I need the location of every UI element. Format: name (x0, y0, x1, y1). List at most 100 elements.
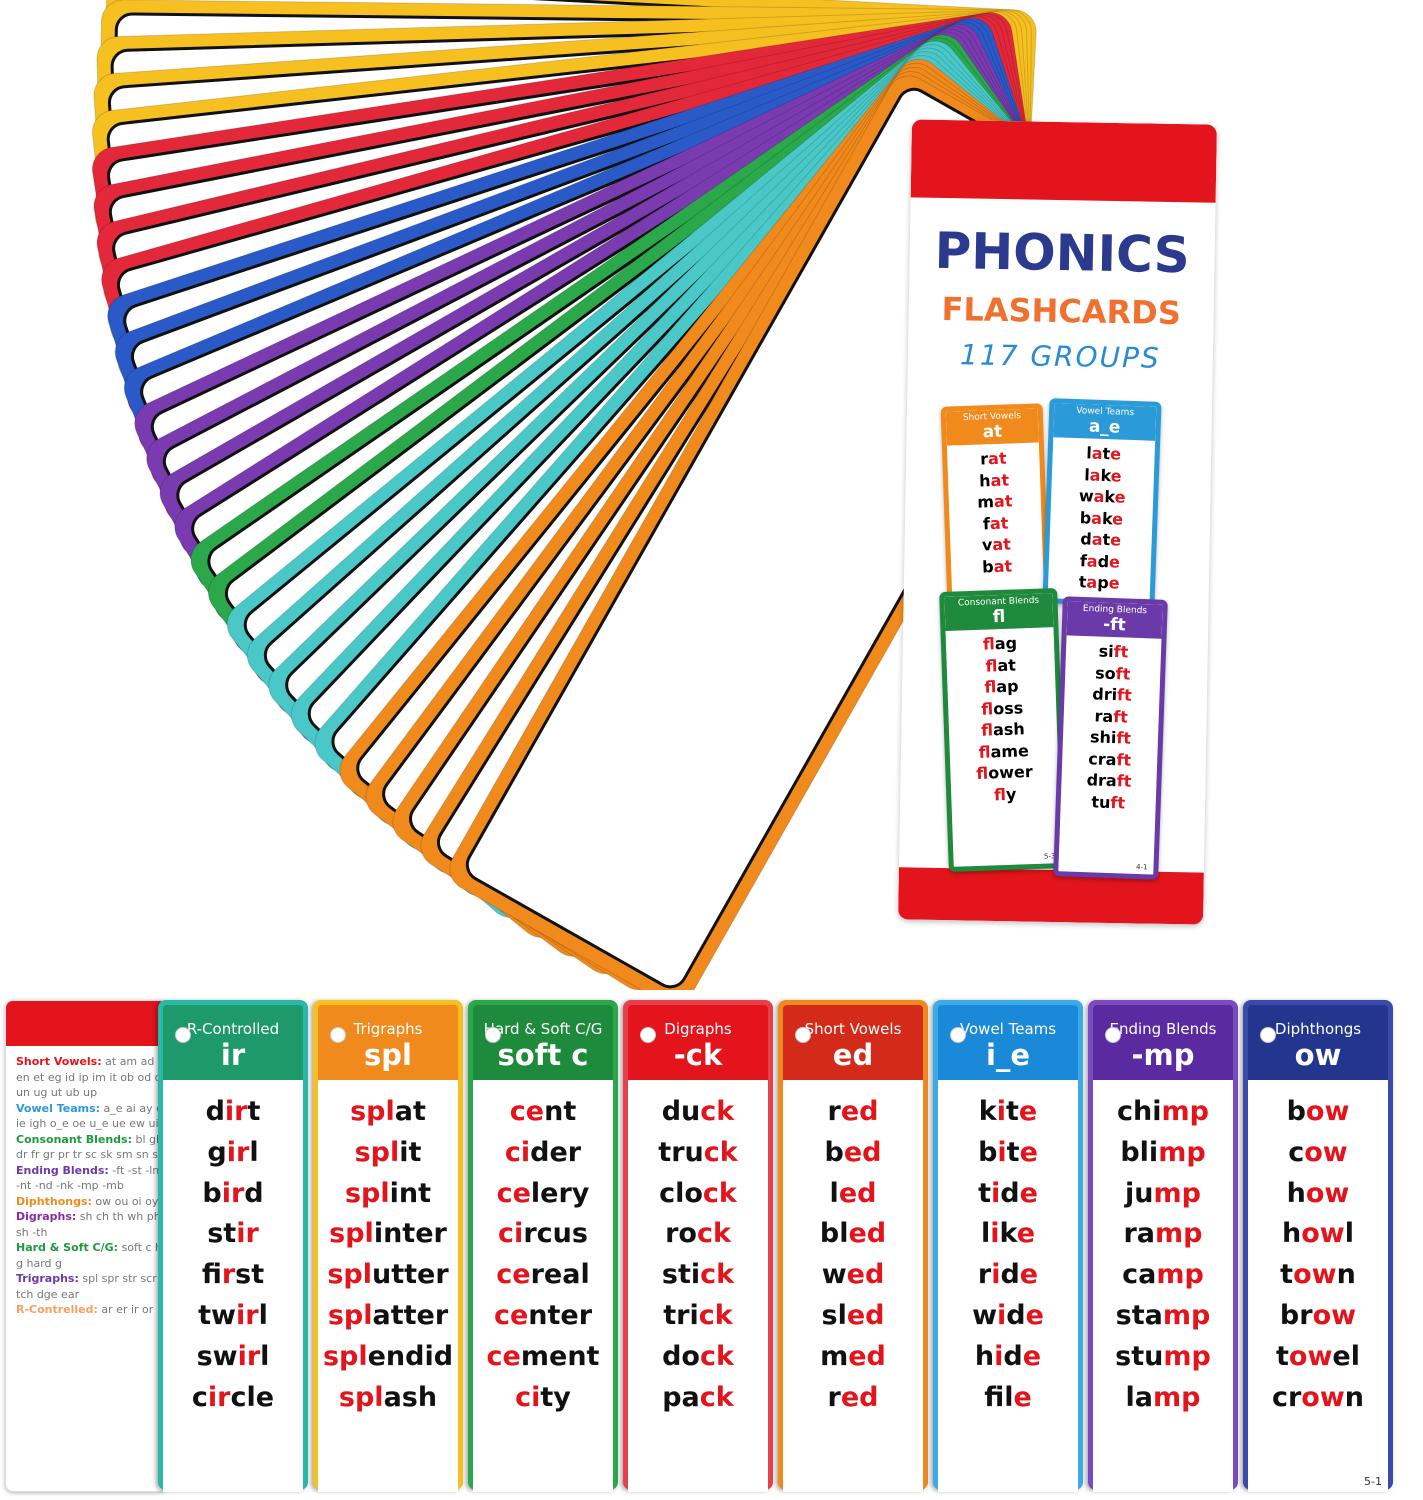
word: center (473, 1296, 613, 1337)
index-label: Consonant Blends: (16, 1132, 133, 1146)
word-part: ir (236, 1218, 259, 1250)
word-part: spl (344, 1177, 390, 1209)
card-body: red bed led bled wed sled med red (783, 1080, 923, 1492)
word: sled (783, 1296, 923, 1337)
mini-body: flag flat flap floss flash flame flower fly (946, 627, 1060, 807)
word-part: ash (383, 1381, 438, 1413)
word-part: t (1276, 1340, 1289, 1372)
word-part: it (399, 1136, 422, 1168)
word-part: ir (236, 1299, 259, 1331)
word-part: k (978, 1096, 997, 1127)
word: cement (473, 1337, 613, 1378)
word-part: at (997, 655, 1017, 675)
word-part: ro (665, 1218, 697, 1250)
word-part: t (247, 1096, 261, 1127)
card-heading: -mp (1131, 1038, 1195, 1072)
flashcard: Hard & Soft C/G soft c cent cider celery circ… (468, 1000, 618, 1492)
index-label: Ending Blends: (16, 1163, 109, 1177)
word-part: n (1344, 1381, 1365, 1413)
word-part: i (994, 1340, 1004, 1372)
card-heading: spl (364, 1038, 412, 1072)
word: blimp (1093, 1133, 1233, 1174)
word-part: l (980, 1218, 991, 1250)
word-part: v (981, 535, 993, 555)
word: red (783, 1092, 923, 1133)
word-part: w (821, 1259, 847, 1291)
word-part: mp (1162, 1299, 1211, 1331)
mini-heading: at (982, 421, 1003, 443)
word-part: e (1110, 465, 1122, 486)
word-part: b (1286, 1096, 1306, 1127)
word-part: do (662, 1340, 700, 1372)
word-part: ow (1312, 1299, 1357, 1331)
word-part: at (990, 470, 1010, 490)
word-part: tru (658, 1136, 704, 1168)
word-part: ft (1113, 642, 1129, 662)
word: truck (628, 1133, 768, 1174)
card-header: Ending Blends -mp (1093, 1005, 1233, 1080)
index-text: spl spr str scr shr thr tch dge ear (16, 1272, 166, 1301)
word-part: ju (1125, 1177, 1154, 1209)
flashcard: Digraphs -ck duck truck clock rock stick trick d… (623, 1000, 773, 1492)
word-part: e (1019, 1177, 1038, 1209)
index-group: R-Contrelled: ar er ir or (6, 1302, 166, 1318)
word: splendid (318, 1337, 458, 1378)
word-part: ir (221, 1259, 236, 1291)
mini-header: Ending Blends -ft (1066, 601, 1163, 639)
word-part: real (530, 1259, 590, 1291)
card-header: Digraphs -ck (628, 1005, 768, 1080)
word-part: h (1286, 1177, 1306, 1209)
mini-heading: a_e (1088, 416, 1121, 438)
word-part: e (1019, 1259, 1039, 1291)
word-part: ed (846, 1259, 885, 1291)
word-part: st (207, 1218, 237, 1250)
word-part: e (1018, 1096, 1038, 1127)
word-part: at (993, 555, 1013, 576)
word-part: ft (1115, 663, 1131, 684)
word-part: el (1332, 1340, 1360, 1372)
word-part: dra (1086, 770, 1118, 791)
word: crown (1248, 1378, 1388, 1419)
word-part: ck (703, 1136, 738, 1168)
word: dirt (163, 1092, 303, 1133)
word-part: st (235, 1259, 265, 1291)
word: bled (783, 1214, 923, 1255)
word-part: e (1108, 573, 1120, 593)
word-part: ck (699, 1340, 734, 1372)
word: ramp (1093, 1214, 1233, 1255)
word-part: ed (840, 1381, 879, 1413)
word: pack (628, 1378, 768, 1419)
word: celery (473, 1174, 613, 1215)
index-group: Ending Blends: -ft -st -lm -lf -lk -lp -… (6, 1163, 166, 1194)
index-body: Short Vowels: at am ad an ag ed en et eg… (6, 1046, 166, 1318)
word-part: pa (662, 1381, 700, 1413)
word-part: f (984, 1381, 1005, 1413)
word: stamp (1093, 1296, 1233, 1337)
word-part: ir (237, 1340, 261, 1372)
word-part: a (1089, 465, 1101, 485)
word-part: w (1078, 486, 1094, 506)
word-part: endid (367, 1340, 454, 1372)
card-body: duck truck clock rock stick trick dock pack (628, 1080, 768, 1492)
cover-title: PHONICS (934, 221, 1191, 285)
word-part: tw (198, 1299, 236, 1331)
flashcard: R-Controlled ir dirt girl bird stir first twirl… (158, 1000, 308, 1492)
word-part: ed (846, 1299, 885, 1331)
word-part: clo (659, 1177, 703, 1209)
word: splat (318, 1092, 458, 1133)
word-part: d (1006, 1299, 1026, 1331)
word-part: l (1004, 1381, 1014, 1413)
card-dot (330, 1027, 346, 1043)
index-group: Consonant Blends: bl gl pl sl br cr dr f… (6, 1132, 166, 1163)
word-part: i (997, 1299, 1007, 1331)
word-part: r (977, 1259, 992, 1291)
word: first (163, 1255, 303, 1296)
word-part: ce (496, 1177, 531, 1209)
word-part: ci (504, 1136, 531, 1168)
word-part: l (1344, 1218, 1354, 1250)
word: kite (938, 1092, 1078, 1133)
word-part: l (258, 1299, 268, 1331)
word-part: nt (544, 1096, 577, 1127)
card-header: Hard & Soft C/G soft c (473, 1005, 613, 1080)
word: twirl (163, 1296, 303, 1337)
